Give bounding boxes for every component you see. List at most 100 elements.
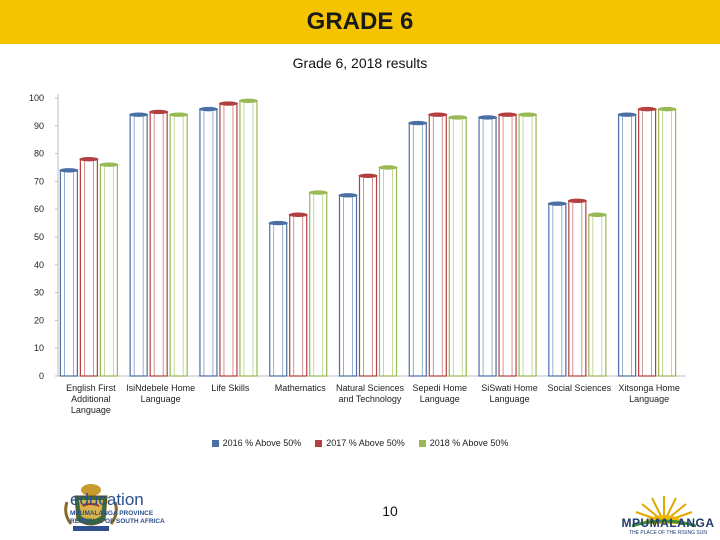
bar-7-0 (548, 203, 567, 377)
bar-2-2 (239, 100, 258, 377)
province-line-1: MPUMALANGA PROVINCE (70, 510, 154, 517)
bar-5-1 (428, 114, 447, 377)
category-label-line: Social Sciences (548, 383, 612, 393)
province-line-2: REPUBLIC OF SOUTH AFRICA (70, 518, 165, 525)
bar-8-1 (638, 108, 657, 377)
y-tick-label-40: 40 (34, 260, 44, 270)
bar-cap-6-0 (478, 115, 498, 120)
y-tick-label-20: 20 (34, 315, 44, 325)
category-label-line: IsiNdebele Home (126, 383, 195, 393)
y-tick-label-0: 0 (39, 371, 44, 381)
y-tick-label-10: 10 (34, 343, 44, 353)
slide-heading: GRADE 6 (306, 8, 414, 35)
legend-label-2017: 2017 % Above 50% (326, 438, 405, 448)
bar-cap-5-2 (448, 115, 468, 120)
bar-cap-0-2 (99, 162, 119, 167)
category-label-line: Additional (71, 394, 111, 404)
rising-sun-icon (631, 496, 697, 528)
bar-3-1 (289, 214, 308, 377)
legend-item-2018: 2018 % Above 50% (418, 438, 509, 448)
y-tick-label-50: 50 (34, 232, 44, 242)
bar-cap-5-0 (408, 120, 428, 126)
bar-6-1 (498, 114, 517, 377)
bar-2-0 (199, 108, 218, 377)
category-label-line: Language (420, 394, 460, 404)
bar-0-1 (79, 158, 98, 377)
bar-cap-8-1 (637, 106, 657, 112)
category-label-0: English First Additional Language (66, 383, 116, 415)
bar-cap-3-2 (308, 190, 328, 195)
bar-8-2 (658, 108, 677, 377)
bar-cap-1-0 (129, 112, 149, 117)
y-tick-label-60: 60 (34, 204, 44, 214)
bar-0-0 (59, 169, 78, 377)
bar-3-0 (269, 222, 288, 377)
chart-legend: 2016 % Above 50% 2017 % Above 50% 2018 %… (0, 438, 720, 448)
category-label-line: Sepedi Home (413, 383, 468, 393)
slide-header: GRADE 6 (0, 0, 720, 44)
category-label-line: Natural Sciences (336, 383, 405, 393)
bar-cap-3-0 (268, 220, 288, 226)
mpumalanga-logo-text: MPUMALANGA (621, 516, 715, 530)
bar-5-2 (448, 116, 467, 377)
bar-4-1 (358, 175, 378, 377)
y-tick-label-90: 90 (34, 121, 44, 131)
bar-7-2 (588, 214, 607, 377)
bar-4-0 (338, 194, 358, 377)
bar-1-2 (169, 114, 188, 377)
category-label-line: Xitsonga Home (618, 383, 680, 393)
legend-swatch-2017 (315, 439, 323, 447)
category-label-line: English First (66, 383, 116, 393)
legend-item-2016: 2016 % Above 50% (211, 438, 302, 448)
legend-label-2018: 2018 % Above 50% (429, 438, 509, 448)
category-label-6: SiSwati Home Language (481, 383, 538, 404)
bar-cap-7-1 (567, 198, 587, 204)
bar-cap-2-0 (198, 106, 218, 112)
category-label-line: Language (141, 394, 181, 404)
bar-cap-2-2 (238, 98, 258, 103)
legend-item-2017: 2017 % Above 50% (315, 438, 405, 448)
category-label-2: Life Skills (211, 383, 250, 393)
bar-chart: 0 10 20 30 40 50 60 70 80 90 100 English First Addit… (29, 93, 686, 415)
bar-7-1 (568, 200, 587, 377)
category-label-line: and Technology (339, 394, 402, 404)
bar-cap-4-1 (358, 173, 378, 179)
bar-cap-6-1 (498, 112, 518, 117)
bar-cap-4-2 (378, 165, 398, 170)
bar-cap-0-1 (79, 156, 99, 162)
y-tick-label-30: 30 (34, 288, 44, 298)
page-number: 10 (382, 503, 398, 519)
bar-cap-7-2 (587, 212, 607, 217)
coat-of-arms-icon (64, 484, 118, 531)
bar-0-2 (99, 164, 118, 377)
category-label-line: Language (629, 394, 669, 404)
province-logo-text: MPUMALANGA PROVINCE REPUBLIC OF SOUTH AF… (70, 510, 165, 526)
bar-1-0 (129, 114, 148, 377)
category-label-1: IsiNdebele Home Language (126, 383, 195, 404)
category-label-line: Language (490, 394, 530, 404)
education-logo-text: education (70, 490, 144, 509)
bar-cap-0-0 (59, 168, 79, 173)
bar-cap-7-0 (547, 201, 567, 206)
category-label-3: Mathematics (275, 383, 327, 393)
bar-cap-8-0 (617, 112, 637, 117)
bar-cap-2-1 (218, 101, 238, 106)
category-label-line: Life Skills (211, 383, 250, 393)
category-label-line: SiSwati Home (481, 383, 538, 393)
category-label-8: Xitsonga Home Language (618, 383, 680, 404)
legend-label-2016: 2016 % Above 50% (222, 438, 302, 448)
category-label-5: Sepedi Home Language (413, 383, 468, 404)
legend-swatch-2016 (211, 439, 219, 447)
bar-6-2 (518, 114, 537, 377)
bar-4-2 (378, 166, 398, 377)
bar-2-1 (219, 102, 238, 377)
bar-3-2 (309, 191, 328, 377)
y-tick-label-70: 70 (34, 176, 44, 186)
y-tick-label-80: 80 (34, 149, 44, 159)
bar-cap-4-0 (338, 193, 358, 198)
bar-cap-3-1 (288, 212, 308, 217)
y-tick-label-100: 100 (29, 93, 44, 103)
bar-6-0 (478, 116, 497, 377)
bar-cap-1-2 (169, 112, 189, 117)
category-label-line: Language (71, 405, 111, 415)
